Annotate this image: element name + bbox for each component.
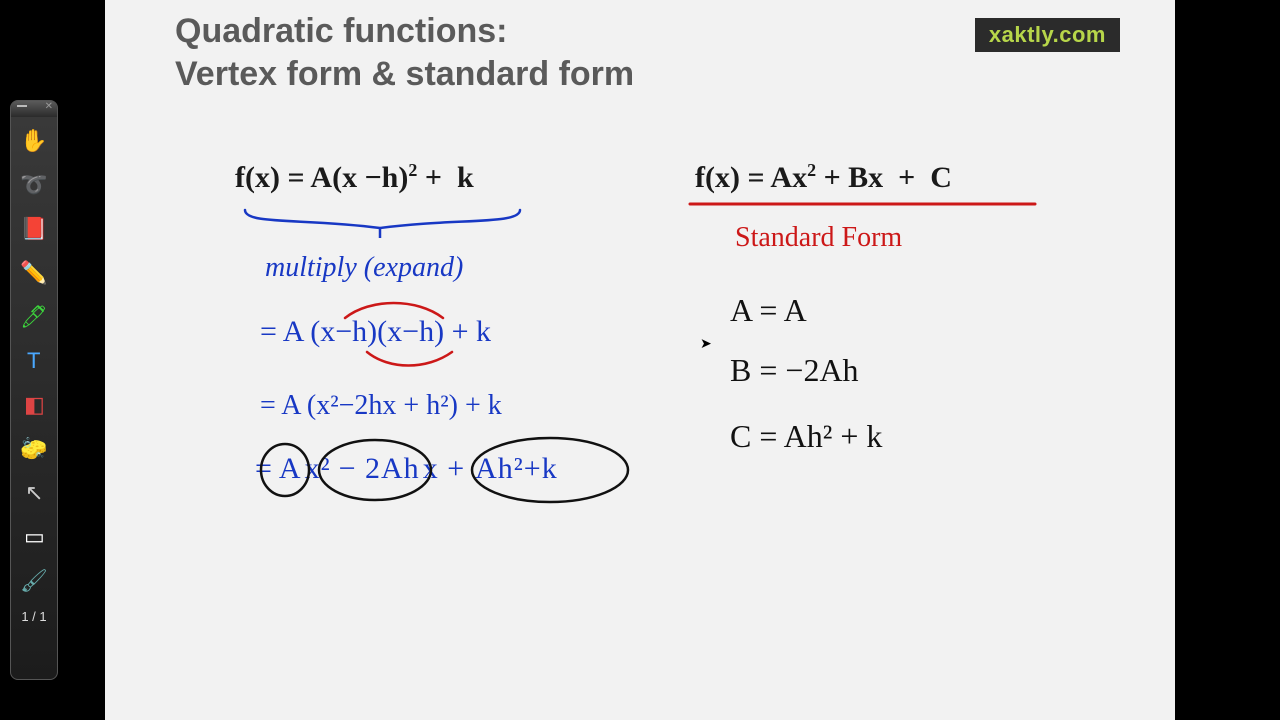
shapes-icon[interactable]: ◧ [7,378,62,433]
whiteboard-icon[interactable]: ▭ [7,510,62,565]
logo-badge: xaktly.com [975,18,1120,52]
tool-palette: ✋➰📕✏️🖊T◧🧽↖▭🖌 1 / 1 [10,100,58,680]
vertex-form-equation: f(x) = A(x −h)2 + k [235,160,474,195]
pointer-icon[interactable]: ↖ [7,466,62,521]
book-icon[interactable]: 📕 [7,202,62,257]
hand-icon[interactable]: ✋ [7,114,62,169]
coefficient-C: C = Ah² + k [730,418,882,455]
lasso-icon[interactable]: ➰ [7,158,62,213]
pen-icon[interactable]: 🖊 [7,290,62,345]
eraser-icon[interactable]: 🧽 [7,422,62,477]
standard-form-equation: f(x) = Ax2 + Bx + C [695,160,952,195]
expansion-step-3: =Ax²− 2Ahx +Ah²+k [255,452,558,486]
pencil-icon[interactable]: ✏️ [7,246,62,301]
annotation-overlay [105,0,1175,720]
page-title: Quadratic functions: Vertex form & stand… [175,10,634,95]
title-line2: Vertex form & standard form [175,55,634,93]
expansion-step-2: = A (x²−2hx + h²) + k [260,390,502,422]
coefficient-B: B = −2Ah [730,352,859,389]
expansion-step-1: = A (x−h)(x−h) + k [260,315,491,349]
cursor-icon: ➤ [700,335,712,352]
coefficient-A: A = A [730,292,807,329]
page-counter: 1 / 1 [11,609,57,624]
title-line1: Quadratic functions: [175,12,507,50]
palette-titlebar[interactable] [11,101,57,117]
brush-icon[interactable]: 🖌 [7,554,62,609]
whiteboard-canvas[interactable]: Quadratic functions: Vertex form & stand… [105,0,1175,720]
standard-form-label: Standard Form [735,222,902,254]
annot-multiply-expand: multiply (expand) [265,252,463,284]
text-tool-icon[interactable]: T [7,334,62,389]
